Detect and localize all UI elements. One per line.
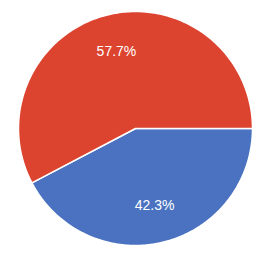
svg-text:42.3%: 42.3% [135, 197, 175, 213]
svg-text:57.7%: 57.7% [97, 43, 137, 59]
